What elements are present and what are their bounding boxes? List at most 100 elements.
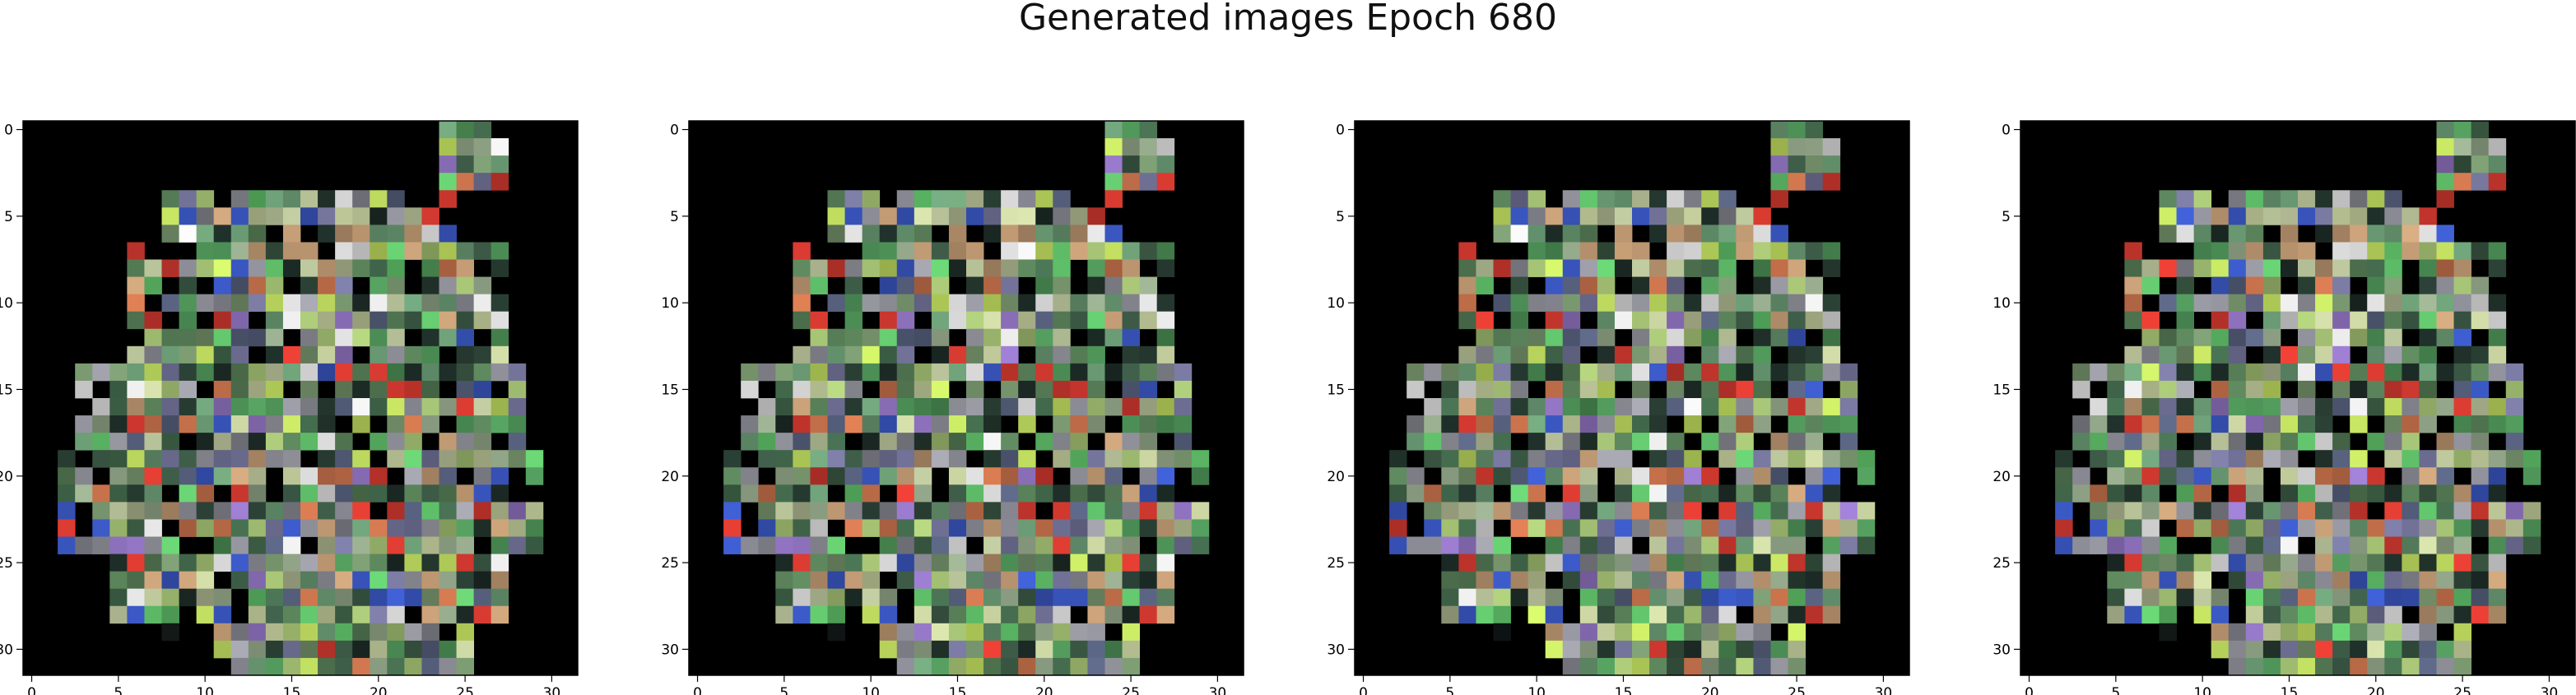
pixel-cell <box>983 259 1002 277</box>
pixel-cell <box>879 433 898 451</box>
pixel-cell <box>421 519 439 537</box>
pixel-cell <box>248 519 267 537</box>
pixel-cell <box>1701 190 1719 208</box>
pixel-cell <box>2124 536 2142 554</box>
pixel-cell <box>844 519 863 537</box>
pixel-cell <box>1053 450 1071 468</box>
pixel-cell <box>1458 588 1476 607</box>
pixel-cell <box>1736 415 1754 433</box>
pixel-cell <box>1001 605 1019 624</box>
pixel-cell <box>2280 345 2299 364</box>
pixel-cell <box>1788 640 1806 659</box>
pixel-cell <box>1001 623 1019 642</box>
pixel-cell <box>1070 398 1088 416</box>
pixel-cell <box>1122 657 1141 676</box>
pixel-cell <box>421 450 439 468</box>
pixel-cell <box>213 345 232 364</box>
pixel-cell <box>300 502 319 520</box>
pixel-cell <box>2350 657 2368 676</box>
pixel-cell <box>2280 484 2299 503</box>
pixel-cell <box>370 588 388 607</box>
pixel-cell <box>491 484 509 503</box>
pixel-cell <box>456 502 475 520</box>
pixel-cell <box>2488 536 2507 554</box>
pixel-cell <box>914 657 932 676</box>
pixel-cell <box>1001 259 1019 277</box>
pixel-cell <box>1122 259 1141 277</box>
pixel-cell <box>300 484 319 503</box>
pixel-cell <box>896 363 915 382</box>
pixel-cell <box>2211 328 2230 347</box>
pixel-cell <box>1649 571 1667 590</box>
pixel-cell <box>456 623 475 642</box>
pixel-cell <box>196 519 215 537</box>
pixel-cell <box>1805 605 1824 624</box>
pixel-cell <box>2350 623 2368 642</box>
pixel-cell <box>439 328 457 347</box>
pixel-cell <box>2332 433 2350 451</box>
pixel-cell <box>179 311 198 330</box>
pixel-cell <box>1701 328 1719 347</box>
y-tick-label: 25 <box>661 555 679 572</box>
pixel-cell <box>758 415 776 433</box>
pixel-cell <box>2350 311 2368 330</box>
pixel-cell <box>1684 242 1702 260</box>
pixel-cell <box>2159 259 2177 277</box>
pixel-cell <box>58 484 76 503</box>
pixel-cell <box>2193 328 2212 347</box>
pixel-cell <box>983 467 1002 485</box>
pixel-cell <box>1701 554 1719 572</box>
pixel-cell <box>2211 502 2230 520</box>
pixel-cell <box>1527 415 1546 433</box>
pixel-cell <box>1632 242 1650 260</box>
pixel-cell <box>1597 259 1616 277</box>
pixel-cell <box>213 398 232 416</box>
pixel-cell <box>75 363 93 382</box>
pixel-cell <box>2245 588 2264 607</box>
pixel-cell <box>1441 484 1459 503</box>
pixel-cell <box>491 605 509 624</box>
pixel-cell <box>1736 294 1754 313</box>
pixel-cell <box>213 640 232 659</box>
pixel-cell <box>2211 623 2230 642</box>
pixel-cell <box>2107 433 2125 451</box>
pixel-cell <box>1191 519 1210 537</box>
y-tick-label: 5 <box>2002 209 2011 225</box>
pixel-cell <box>2453 138 2472 156</box>
pixel-cell <box>1441 502 1459 520</box>
pixel-cell <box>1701 225 1719 243</box>
pixel-cell <box>1527 554 1546 572</box>
pixel-cell <box>896 502 915 520</box>
pixel-cell <box>248 536 267 554</box>
pixel-cell <box>387 536 405 554</box>
pixel-cell <box>1753 605 1771 624</box>
pixel-cell <box>1070 623 1088 642</box>
pixel-cell <box>2228 380 2247 399</box>
pixel-cell <box>793 380 811 399</box>
pixel-cell <box>2419 345 2437 364</box>
pixel-cell <box>318 502 336 520</box>
pixel-cell <box>439 657 457 676</box>
pixel-cell <box>879 450 898 468</box>
pixel-cell <box>456 484 475 503</box>
pixel-cell <box>1122 605 1141 624</box>
pixel-cell <box>1035 363 1053 382</box>
pixel-cell <box>1770 605 1788 624</box>
pixel-cell <box>282 502 301 520</box>
pixel-cell <box>2176 502 2195 520</box>
pixel-cell <box>1087 450 1105 468</box>
pixel-cell <box>1684 363 1702 382</box>
pixel-cell <box>404 345 422 364</box>
pixel-cell <box>896 450 915 468</box>
pixel-cell <box>1424 484 1442 503</box>
pixel-cell <box>525 502 544 520</box>
pixel-cell <box>352 605 370 624</box>
pixel-cell <box>2419 276 2437 295</box>
pixel-cell <box>2072 433 2090 451</box>
pixel-cell <box>1753 623 1771 642</box>
pixel-cell <box>456 536 475 554</box>
pixel-cell <box>2228 276 2247 295</box>
pixel-cell <box>810 363 828 382</box>
pixel-cell <box>827 207 845 225</box>
pixel-cell <box>1788 276 1806 295</box>
